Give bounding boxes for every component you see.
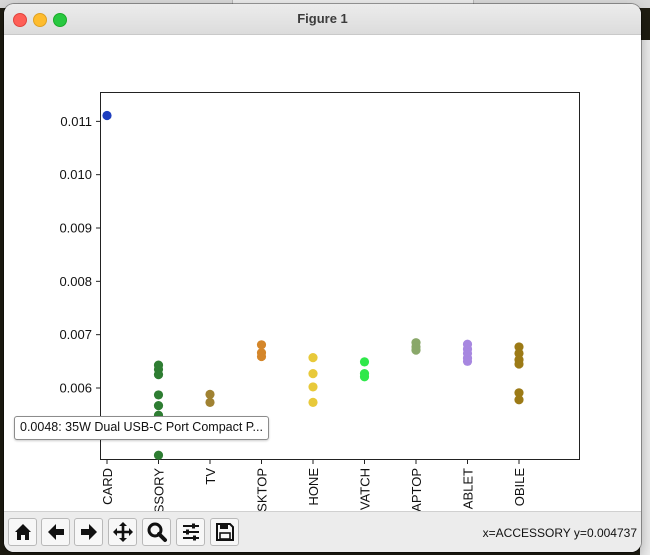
home-button[interactable]	[8, 518, 37, 546]
forward-button[interactable]	[74, 518, 103, 546]
title-bar[interactable]: Figure 1	[4, 4, 641, 35]
background-document-tab	[232, 0, 474, 6]
x-tick-label: ABLET	[461, 468, 476, 509]
data-point	[411, 345, 421, 355]
y-tick-label: 0.008	[59, 274, 92, 289]
data-point	[153, 450, 164, 460]
data-point	[102, 110, 112, 121]
x-tick-label: HONE	[306, 468, 321, 506]
data-point	[514, 348, 524, 358]
scatter-chart: 0.006 0.007 0.008 0.009 0.010 0.011 CARD SSORY T…	[59, 110, 527, 511]
x-tick-label: SSORY	[152, 468, 167, 511]
data-point	[205, 389, 215, 399]
y-tick-label: 0.009	[59, 221, 92, 236]
x-tick-label: APTOP	[409, 468, 424, 511]
cursor-coordinates: x=ACCESSORY y=0.004737	[482, 526, 637, 540]
data-point	[308, 382, 318, 392]
navigation-toolbar: x=ACCESSORY y=0.004737	[4, 511, 641, 552]
data-point	[153, 370, 164, 380]
plot-axes-frame	[100, 92, 580, 460]
x-tick-label: VATCH	[358, 468, 373, 510]
y-tick-label: 0.010	[59, 167, 92, 182]
home-icon	[14, 524, 31, 540]
data-point	[514, 395, 524, 405]
close-window-button[interactable]	[13, 13, 27, 27]
data-point	[205, 397, 215, 407]
data-point	[514, 359, 524, 369]
data-point	[308, 353, 318, 363]
sliders-icon	[182, 523, 199, 541]
save-button[interactable]	[210, 518, 239, 546]
data-point	[462, 356, 473, 366]
x-tick-label: SKTOP	[255, 468, 270, 511]
arrow-right-icon	[80, 524, 97, 540]
background-window-edge	[640, 40, 650, 555]
y-tick-label: 0.007	[59, 327, 92, 342]
data-point	[256, 351, 267, 362]
data-point	[359, 372, 370, 382]
figure-window: Figure 1 0.006 0.007 0.008 0.009 0.010 0.011 C…	[4, 4, 641, 552]
data-point	[514, 342, 524, 352]
move-icon	[112, 522, 133, 542]
back-button[interactable]	[41, 518, 70, 546]
y-tick-label: 0.006	[59, 381, 92, 396]
pan-button[interactable]	[108, 518, 137, 546]
minimize-window-button[interactable]	[33, 13, 47, 27]
data-tooltip: 0.0048: 35W Dual USB-C Port Compact P...	[14, 416, 269, 440]
maximize-window-button[interactable]	[53, 13, 67, 27]
magnifier-icon	[147, 522, 167, 542]
x-tick-label: OBILE	[512, 468, 527, 507]
x-tick-label: CARD	[100, 468, 115, 505]
data-point	[308, 397, 318, 407]
data-point	[153, 401, 164, 411]
data-point	[308, 369, 318, 379]
floppy-disk-icon	[215, 523, 234, 541]
window-title: Figure 1	[297, 11, 348, 26]
data-point	[153, 390, 164, 400]
arrow-left-icon	[47, 524, 64, 540]
zoom-button[interactable]	[142, 518, 171, 546]
data-point	[514, 388, 524, 398]
y-tick-label: 0.011	[60, 114, 92, 129]
data-point	[256, 340, 267, 350]
configure-subplots-button[interactable]	[176, 518, 205, 546]
x-tick-label: TV	[203, 468, 218, 485]
data-point	[359, 357, 370, 367]
